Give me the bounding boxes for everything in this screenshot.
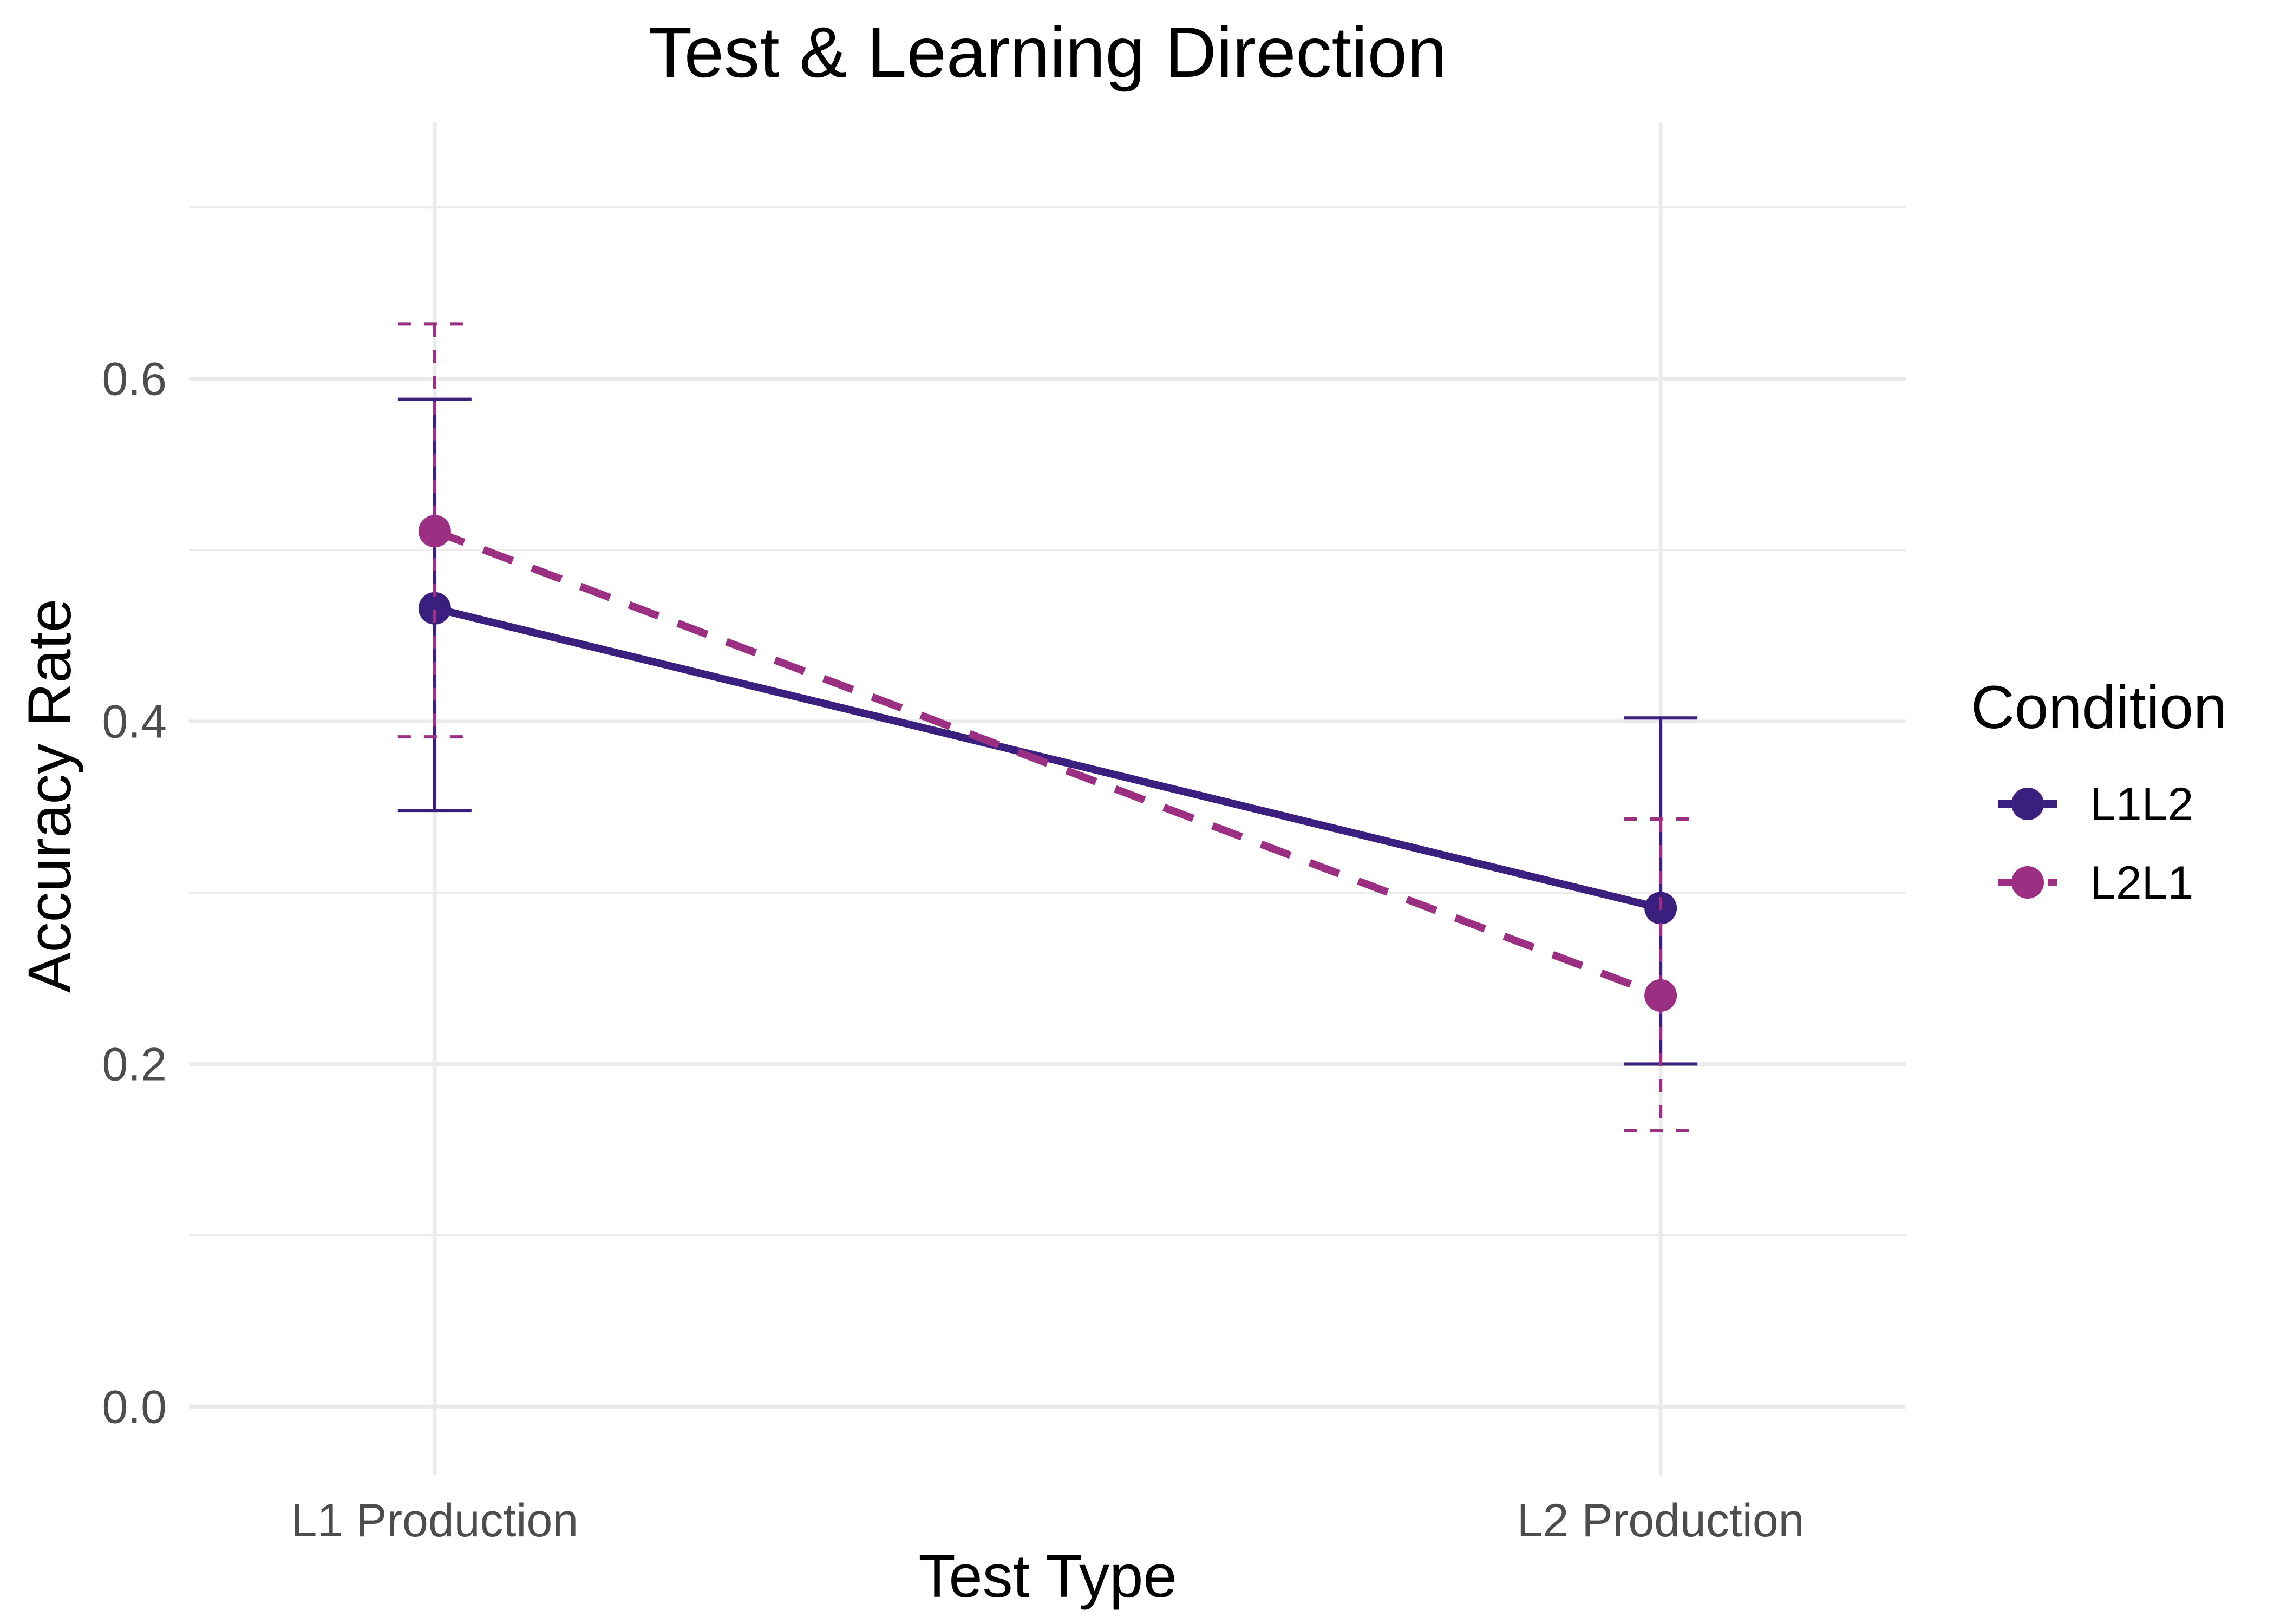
data-point (418, 592, 451, 625)
grid (190, 122, 1906, 1475)
y-tick-label: 0.6 (102, 353, 167, 405)
series-line (434, 604, 1662, 912)
x-axis-title: Test Type (918, 1542, 1177, 1610)
x-tick-label: L2 Production (1517, 1495, 1805, 1547)
legend-label: L1L2 (2090, 778, 2193, 830)
series-L1L2 (397, 397, 1698, 1066)
y-tick-label: 0.4 (102, 696, 167, 748)
legend-title: Condition (1971, 673, 2227, 741)
data-point (1644, 979, 1677, 1012)
y-tick-label: 0.2 (102, 1039, 167, 1091)
x-tick-label: L1 Production (291, 1495, 579, 1547)
plot-area (397, 322, 1698, 1132)
legend-key-point (2011, 866, 2044, 899)
x-axis: L1 Production L2 Production (291, 1495, 1805, 1547)
legend-label: L2L1 (2090, 857, 2193, 909)
y-axis: 0.0 0.2 0.4 0.6 (102, 353, 167, 1433)
legend: Condition L1L2 L2L1 (1971, 673, 2227, 909)
chart-title: Test & Learning Direction (649, 12, 1447, 92)
data-point (418, 515, 451, 548)
y-tick-label: 0.0 (102, 1381, 167, 1433)
series-L2L1 (397, 322, 1698, 1132)
legend-key-point (2011, 788, 2044, 820)
y-axis-title: Accuracy Rate (16, 599, 83, 993)
legend-item-L1L2: L1L2 (1998, 778, 2193, 830)
legend-item-L2L1: L2L1 (1998, 857, 2193, 909)
series-line (433, 527, 1662, 999)
